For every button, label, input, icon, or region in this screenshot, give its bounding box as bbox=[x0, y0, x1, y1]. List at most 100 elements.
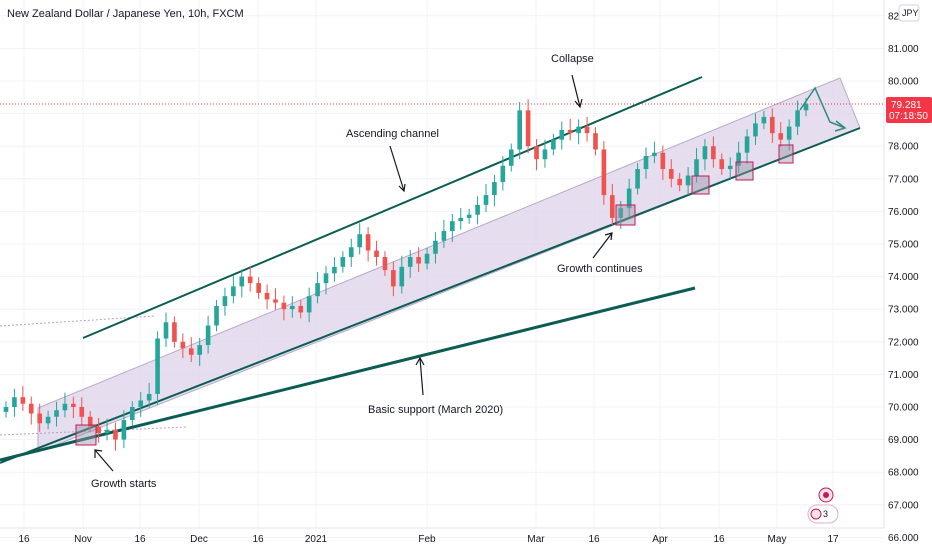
candle-body bbox=[399, 266, 405, 287]
candle bbox=[155, 331, 160, 406]
candle bbox=[483, 184, 489, 213]
candle-body bbox=[744, 136, 750, 153]
candle-body bbox=[618, 208, 624, 218]
candle bbox=[727, 157, 733, 179]
candle bbox=[365, 227, 371, 262]
candle bbox=[407, 249, 413, 278]
candle bbox=[677, 172, 682, 192]
candle-body bbox=[130, 407, 135, 421]
arrow-growth-starts bbox=[94, 449, 114, 472]
candle-body bbox=[786, 126, 792, 140]
candle-body bbox=[365, 234, 371, 251]
candle-body bbox=[761, 116, 767, 124]
candle bbox=[466, 208, 472, 224]
candle-body bbox=[45, 416, 51, 424]
candle-body bbox=[315, 283, 320, 297]
candle bbox=[222, 287, 228, 316]
candle-body bbox=[433, 240, 438, 254]
price-tick-label: 71.000 bbox=[888, 370, 919, 381]
candle bbox=[96, 418, 101, 443]
candle-body bbox=[711, 146, 716, 160]
price-tick-label: 76.000 bbox=[888, 207, 919, 218]
annotation-growth-continues: Growth continues bbox=[557, 263, 643, 275]
candle bbox=[702, 139, 708, 171]
candle bbox=[239, 269, 245, 298]
channel-upper-line bbox=[82, 76, 703, 339]
candle-body bbox=[104, 429, 110, 434]
candle bbox=[694, 148, 699, 183]
candle-body bbox=[668, 169, 674, 179]
candle-body bbox=[803, 103, 809, 111]
candle-body bbox=[677, 178, 682, 186]
channel-fill bbox=[37, 77, 861, 453]
candle-body bbox=[483, 195, 489, 205]
candle-body bbox=[508, 149, 514, 166]
candle-body bbox=[79, 407, 85, 417]
candle bbox=[298, 300, 304, 319]
price-tick-label: 75.000 bbox=[888, 240, 919, 251]
alert-icon[interactable] bbox=[810, 508, 822, 520]
candles bbox=[3, 97, 809, 451]
arrow-collapse bbox=[571, 74, 583, 109]
replay-widget[interactable]: 3 bbox=[807, 487, 839, 524]
candle bbox=[130, 401, 135, 426]
candle bbox=[214, 300, 219, 332]
price-tick-label: 69.000 bbox=[888, 435, 919, 446]
candle bbox=[584, 116, 590, 142]
candle-body bbox=[306, 296, 312, 313]
candle bbox=[416, 247, 421, 273]
currency-button[interactable]: JPY bbox=[898, 4, 920, 22]
candle-body bbox=[770, 116, 775, 134]
candle bbox=[652, 141, 657, 164]
candle bbox=[382, 251, 388, 276]
candle bbox=[340, 251, 346, 273]
candle bbox=[525, 99, 531, 154]
candle bbox=[626, 178, 632, 217]
candle-body bbox=[71, 403, 76, 407]
price-tick-label: 73.000 bbox=[888, 305, 919, 316]
candle bbox=[450, 214, 455, 243]
price-tick-label: 67.000 bbox=[888, 500, 919, 511]
annotation-ascending-channel: Ascending channel bbox=[346, 128, 439, 140]
candle-body bbox=[643, 155, 649, 170]
price-tick-label: 81.000 bbox=[888, 44, 919, 55]
candle bbox=[492, 174, 497, 207]
candle bbox=[45, 410, 51, 430]
candle-body bbox=[542, 149, 548, 160]
candle-body bbox=[466, 214, 472, 218]
candle-body bbox=[559, 129, 565, 140]
candle-body bbox=[357, 234, 362, 248]
candle-body bbox=[694, 159, 699, 176]
candle-body bbox=[256, 283, 261, 293]
candle bbox=[778, 122, 784, 147]
time-tick-label: Nov bbox=[74, 534, 92, 545]
time-tick-label: 2021 bbox=[305, 534, 328, 545]
candle bbox=[576, 119, 581, 145]
candle bbox=[711, 136, 716, 168]
candle bbox=[113, 422, 118, 451]
candle bbox=[618, 200, 624, 230]
retest-box-1 bbox=[691, 175, 710, 195]
candle-body bbox=[172, 322, 177, 342]
candle-body bbox=[593, 133, 598, 150]
time-tick-label: 16 bbox=[713, 534, 725, 545]
candle-body bbox=[348, 247, 354, 258]
currency-button-label[interactable]: JPY bbox=[902, 8, 919, 18]
candle-body bbox=[391, 270, 396, 287]
candle bbox=[593, 127, 598, 156]
candle bbox=[534, 139, 539, 171]
candle-body bbox=[778, 133, 784, 140]
candle-body bbox=[138, 400, 144, 407]
annotation-collapse: Collapse bbox=[551, 53, 594, 65]
candle-body bbox=[96, 426, 101, 434]
arrow-growth-continues bbox=[592, 232, 613, 259]
retest-box-3 bbox=[778, 144, 794, 164]
price-tick-label: 74.000 bbox=[888, 272, 919, 283]
arrow-basic-support bbox=[415, 356, 425, 396]
candle bbox=[138, 392, 144, 417]
candle bbox=[753, 113, 758, 145]
candle bbox=[20, 386, 26, 411]
candle-body bbox=[113, 429, 118, 440]
candle-body bbox=[702, 146, 708, 160]
